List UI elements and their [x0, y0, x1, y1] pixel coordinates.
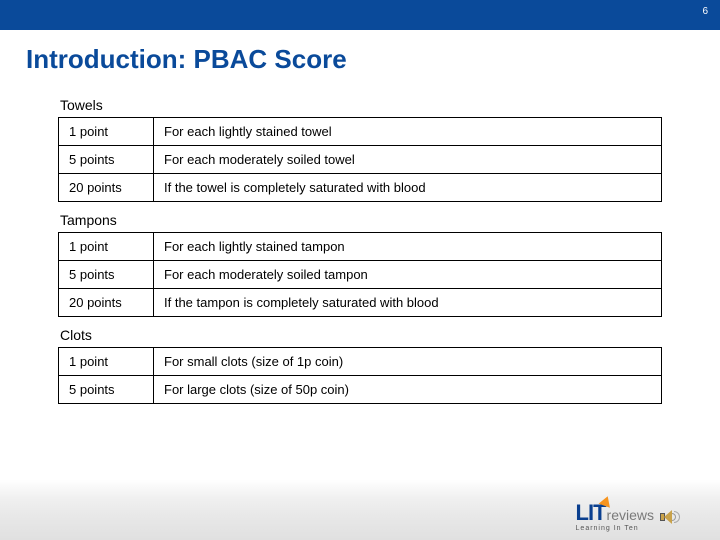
points-cell: 20 points — [59, 174, 154, 202]
description-cell: If the tampon is completely saturated wi… — [154, 289, 662, 317]
points-cell: 20 points — [59, 289, 154, 317]
points-cell: 5 points — [59, 261, 154, 289]
audio-speaker-icon[interactable] — [660, 508, 680, 528]
score-sections: Towels1 pointFor each lightly stained to… — [0, 83, 720, 404]
description-cell: For small clots (size of 1p coin) — [154, 348, 662, 376]
table-row: 20 pointsIf the towel is completely satu… — [59, 174, 662, 202]
footer-logo-area: LIT reviews Learning In Ten — [576, 502, 680, 532]
score-table: 1 pointFor each lightly stained towel5 p… — [58, 117, 662, 202]
section-label: Towels — [58, 91, 662, 117]
table-row: 1 pointFor each lightly stained tampon — [59, 233, 662, 261]
page-title: Introduction: PBAC Score — [0, 30, 720, 83]
points-cell: 5 points — [59, 146, 154, 174]
description-cell: For each lightly stained towel — [154, 118, 662, 146]
section-label: Tampons — [58, 206, 662, 232]
description-cell: If the towel is completely saturated wit… — [154, 174, 662, 202]
table-row: 1 pointFor each lightly stained towel — [59, 118, 662, 146]
table-row: 1 pointFor small clots (size of 1p coin) — [59, 348, 662, 376]
points-cell: 1 point — [59, 233, 154, 261]
logo-lit-text: LIT — [576, 502, 606, 524]
page-number: 6 — [702, 6, 708, 17]
table-row: 5 pointsFor each moderately soiled towel — [59, 146, 662, 174]
section-label: Clots — [58, 321, 662, 347]
description-cell: For each moderately soiled towel — [154, 146, 662, 174]
logo-reviews-text: reviews — [607, 508, 654, 524]
score-table: 1 pointFor small clots (size of 1p coin)… — [58, 347, 662, 404]
logo-tagline: Learning In Ten — [576, 525, 639, 532]
table-row: 5 pointsFor large clots (size of 50p coi… — [59, 376, 662, 404]
table-row: 20 pointsIf the tampon is completely sat… — [59, 289, 662, 317]
table-row: 5 pointsFor each moderately soiled tampo… — [59, 261, 662, 289]
description-cell: For large clots (size of 50p coin) — [154, 376, 662, 404]
points-cell: 1 point — [59, 348, 154, 376]
header-banner: 6 — [0, 0, 720, 30]
points-cell: 1 point — [59, 118, 154, 146]
points-cell: 5 points — [59, 376, 154, 404]
lit-reviews-logo: LIT reviews Learning In Ten — [576, 502, 654, 532]
description-cell: For each moderately soiled tampon — [154, 261, 662, 289]
description-cell: For each lightly stained tampon — [154, 233, 662, 261]
score-table: 1 pointFor each lightly stained tampon5 … — [58, 232, 662, 317]
